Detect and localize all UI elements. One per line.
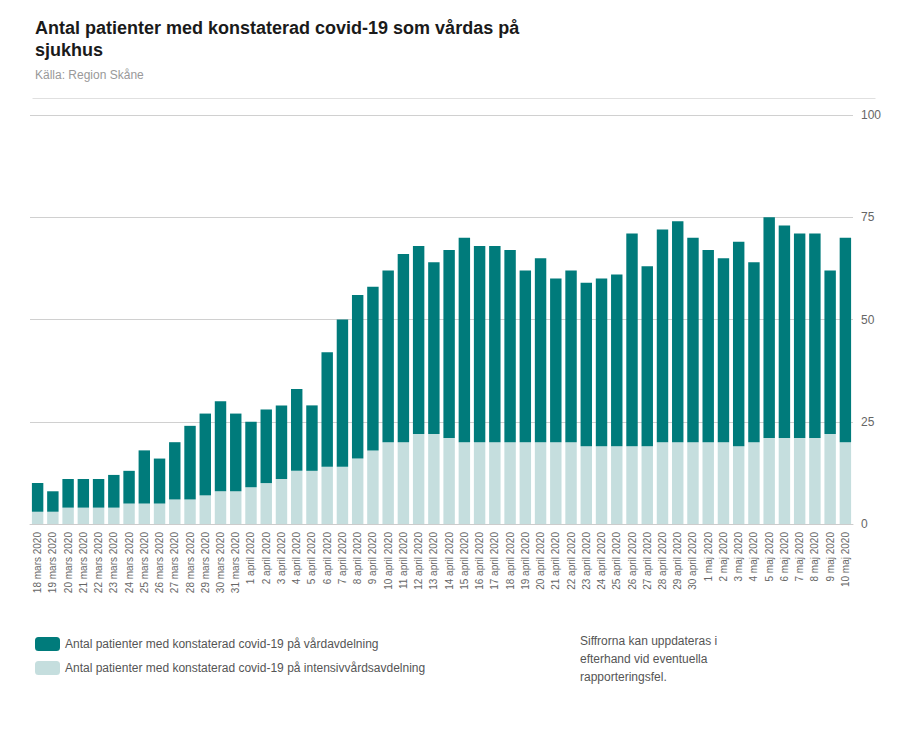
svg-text:27 mars 2020: 27 mars 2020 bbox=[169, 532, 180, 594]
svg-text:12 april 2020: 12 april 2020 bbox=[413, 532, 424, 590]
svg-text:19 mars 2020: 19 mars 2020 bbox=[47, 532, 58, 594]
svg-text:29 mars 2020: 29 mars 2020 bbox=[200, 532, 211, 594]
svg-text:28 mars 2020: 28 mars 2020 bbox=[185, 532, 196, 594]
svg-text:25: 25 bbox=[861, 415, 875, 429]
svg-text:Antal patienter med konstatera: Antal patienter med konstaterad covid-19… bbox=[65, 637, 379, 651]
svg-text:sjukhus: sjukhus bbox=[35, 40, 103, 60]
svg-text:Siffrorna kan uppdateras i: Siffrorna kan uppdateras i bbox=[580, 634, 717, 648]
svg-text:15 april 2020: 15 april 2020 bbox=[459, 532, 470, 590]
svg-text:13 april 2020: 13 april 2020 bbox=[428, 532, 439, 590]
svg-text:21 mars 2020: 21 mars 2020 bbox=[78, 532, 89, 594]
svg-text:20 mars 2020: 20 mars 2020 bbox=[63, 532, 74, 594]
svg-text:16 april 2020: 16 april 2020 bbox=[474, 532, 485, 590]
svg-text:11 april 2020: 11 april 2020 bbox=[398, 532, 409, 590]
svg-text:25 april 2020: 25 april 2020 bbox=[611, 532, 622, 590]
svg-text:efterhand vid eventuella: efterhand vid eventuella bbox=[580, 652, 708, 666]
svg-text:10 april 2020: 10 april 2020 bbox=[383, 532, 394, 590]
svg-text:Källa: Region Skåne: Källa: Region Skåne bbox=[35, 68, 144, 82]
svg-text:5 maj 2020: 5 maj 2020 bbox=[764, 532, 775, 582]
svg-text:rapporteringsfel.: rapporteringsfel. bbox=[580, 670, 667, 684]
svg-text:1 maj 2020: 1 maj 2020 bbox=[703, 532, 714, 582]
svg-text:22 mars 2020: 22 mars 2020 bbox=[93, 532, 104, 594]
svg-text:23 april 2020: 23 april 2020 bbox=[581, 532, 592, 590]
svg-text:31 mars 2020: 31 mars 2020 bbox=[230, 532, 241, 594]
svg-text:26 mars 2020: 26 mars 2020 bbox=[154, 532, 165, 594]
svg-text:14 april 2020: 14 april 2020 bbox=[444, 532, 455, 590]
svg-text:10 maj 2020: 10 maj 2020 bbox=[840, 532, 851, 587]
svg-text:8 maj 2020: 8 maj 2020 bbox=[809, 532, 820, 582]
svg-text:3 maj 2020: 3 maj 2020 bbox=[733, 532, 744, 582]
svg-text:20 april 2020: 20 april 2020 bbox=[535, 532, 546, 590]
svg-text:3 april 2020: 3 april 2020 bbox=[276, 532, 287, 585]
svg-text:5 april 2020: 5 april 2020 bbox=[306, 532, 317, 585]
svg-text:17 april 2020: 17 april 2020 bbox=[489, 532, 500, 590]
svg-text:19 april 2020: 19 april 2020 bbox=[520, 532, 531, 590]
svg-text:22 april 2020: 22 april 2020 bbox=[566, 532, 577, 590]
svg-text:2 maj 2020: 2 maj 2020 bbox=[718, 532, 729, 582]
svg-text:6 april 2020: 6 april 2020 bbox=[322, 532, 333, 585]
svg-text:30 mars 2020: 30 mars 2020 bbox=[215, 532, 226, 594]
svg-text:0: 0 bbox=[861, 517, 868, 531]
svg-text:24 mars 2020: 24 mars 2020 bbox=[124, 532, 135, 594]
svg-text:30 april 2020: 30 april 2020 bbox=[687, 532, 698, 590]
svg-text:18 april 2020: 18 april 2020 bbox=[505, 532, 516, 590]
svg-text:50: 50 bbox=[861, 313, 875, 327]
svg-text:7 maj 2020: 7 maj 2020 bbox=[794, 532, 805, 582]
svg-text:Antal patienter med konstatera: Antal patienter med konstaterad covid-19… bbox=[65, 661, 425, 675]
svg-text:Antal patienter med konstatera: Antal patienter med konstaterad covid-19… bbox=[35, 18, 520, 38]
svg-text:18 mars 2020: 18 mars 2020 bbox=[32, 532, 43, 594]
svg-text:25 mars 2020: 25 mars 2020 bbox=[139, 532, 150, 594]
svg-text:1 april 2020: 1 april 2020 bbox=[245, 532, 256, 585]
svg-text:7 april 2020: 7 april 2020 bbox=[337, 532, 348, 585]
svg-text:2 april 2020: 2 april 2020 bbox=[261, 532, 272, 585]
svg-text:9 maj 2020: 9 maj 2020 bbox=[825, 532, 836, 582]
svg-text:75: 75 bbox=[861, 210, 875, 224]
svg-text:27 april 2020: 27 april 2020 bbox=[642, 532, 653, 590]
svg-text:24 april 2020: 24 april 2020 bbox=[596, 532, 607, 590]
svg-text:9 april 2020: 9 april 2020 bbox=[367, 532, 378, 585]
svg-text:26 april 2020: 26 april 2020 bbox=[627, 532, 638, 590]
svg-text:8 april 2020: 8 april 2020 bbox=[352, 532, 363, 585]
svg-text:100: 100 bbox=[861, 108, 881, 122]
svg-text:29 april 2020: 29 april 2020 bbox=[672, 532, 683, 590]
svg-text:4 april 2020: 4 april 2020 bbox=[291, 532, 302, 585]
svg-text:23 mars 2020: 23 mars 2020 bbox=[108, 532, 119, 594]
svg-text:6 maj 2020: 6 maj 2020 bbox=[779, 532, 790, 582]
svg-text:4 maj 2020: 4 maj 2020 bbox=[748, 532, 759, 582]
svg-text:21 april 2020: 21 april 2020 bbox=[550, 532, 561, 590]
svg-text:28 april 2020: 28 april 2020 bbox=[657, 532, 668, 590]
